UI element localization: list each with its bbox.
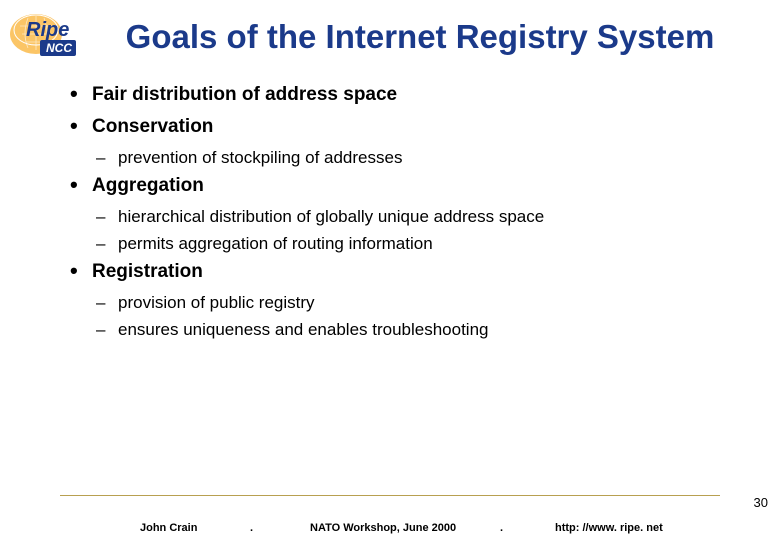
bullet-conservation-sub1: prevention of stockpiling of addresses [96, 148, 740, 168]
bullet-registration: Registration [70, 261, 740, 283]
bullet-aggregation-sub1: hierarchical distribution of globally un… [96, 207, 740, 227]
bullet-conservation: Conservation [70, 116, 740, 138]
slide-title: Goals of the Internet Registry System [0, 0, 780, 56]
page-number: 30 [754, 495, 768, 510]
bullet-aggregation: Aggregation [70, 175, 740, 197]
footer-event: NATO Workshop, June 2000 [310, 522, 456, 534]
slide-content: Fair distribution of address space Conse… [0, 56, 780, 340]
ripe-ncc-logo: Ripe NCC [8, 12, 86, 64]
footer-url: http: //www. ripe. net [555, 522, 663, 534]
logo-bottom-text: NCC [46, 41, 72, 55]
footer-separator: . [250, 522, 253, 534]
bullet-aggregation-sub2: permits aggregation of routing informati… [96, 234, 740, 254]
footer-divider [60, 495, 720, 496]
bullet-registration-sub2: ensures uniqueness and enables troublesh… [96, 320, 740, 340]
bullet-registration-sub1: provision of public registry [96, 293, 740, 313]
footer-separator: . [500, 522, 503, 534]
logo-top-text: Ripe [26, 19, 69, 41]
bullet-fair-distribution: Fair distribution of address space [70, 84, 740, 106]
footer-author: John Crain [140, 522, 197, 534]
